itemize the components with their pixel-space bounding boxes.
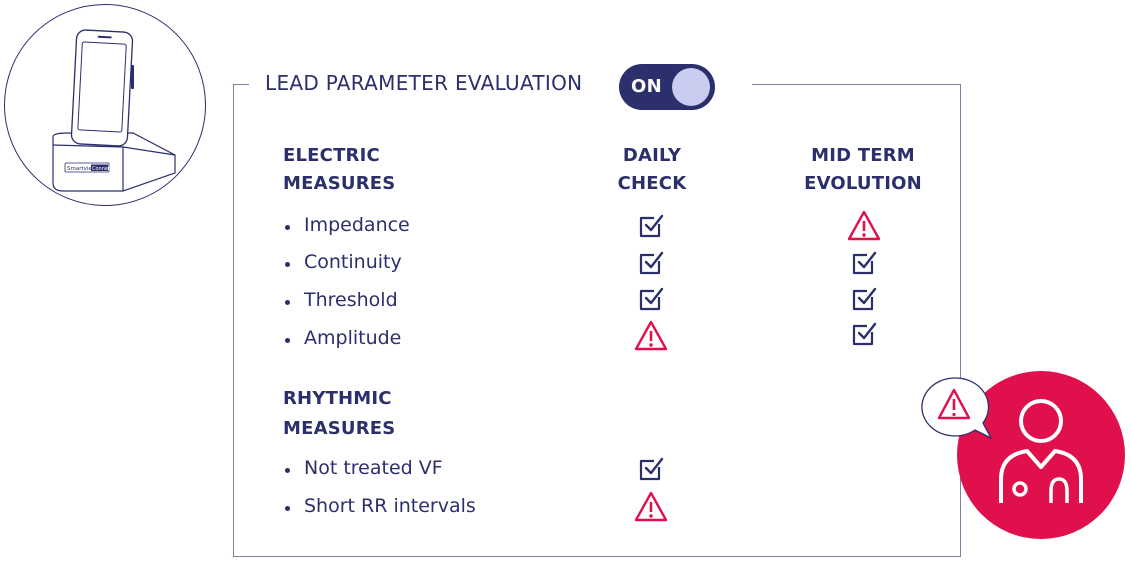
frame-border	[752, 84, 961, 85]
list-item: Short RR intervals	[304, 495, 476, 517]
svg-text:Connect: Connect	[92, 166, 113, 172]
bullet	[285, 506, 290, 511]
list-item: Amplitude	[304, 327, 402, 349]
bullet	[285, 262, 290, 267]
check-icon	[637, 249, 665, 281]
phone-dock-icon: Smartview Connect	[52, 29, 176, 192]
doctor-icon	[999, 399, 1083, 503]
electric-measures-heading: ELECTRIC MEASURES	[283, 145, 396, 194]
list-item: Not treated VF	[304, 457, 443, 479]
frame-border	[233, 556, 961, 557]
device-illustration: Smartview Connect	[4, 4, 206, 206]
rhythmic-measures-heading: RHYTHMIC MEASURES	[283, 388, 396, 439]
check-icon	[637, 212, 665, 244]
toggle-label: ON	[631, 76, 662, 97]
mid-term-evolution-heading: MID TERM EVOLUTION	[804, 145, 922, 194]
daily-check-heading: DAILY CHECK	[617, 145, 687, 194]
frame-border	[233, 84, 234, 557]
check-icon	[637, 455, 665, 487]
toggle-knob[interactable]	[672, 68, 710, 106]
frame-border	[233, 84, 249, 85]
warning-icon	[634, 320, 668, 356]
panel-title: LEAD PARAMETER EVALUATION	[265, 71, 583, 95]
check-icon	[850, 249, 878, 281]
list-item: Threshold	[304, 289, 398, 311]
check-icon	[637, 285, 665, 317]
svg-text:Smartview: Smartview	[67, 166, 97, 172]
check-icon	[850, 285, 878, 317]
bullet	[285, 300, 290, 305]
frame-border	[960, 84, 961, 557]
evaluation-toggle[interactable]: ON	[619, 64, 715, 110]
bullet	[285, 468, 290, 473]
list-item: Continuity	[304, 251, 402, 273]
bullet	[285, 225, 290, 230]
warning-icon	[634, 491, 668, 527]
list-item: Impedance	[304, 214, 410, 236]
warning-icon	[847, 210, 881, 246]
bullet	[285, 338, 290, 343]
speech-bubble-icon	[921, 377, 993, 440]
check-icon	[850, 320, 878, 352]
